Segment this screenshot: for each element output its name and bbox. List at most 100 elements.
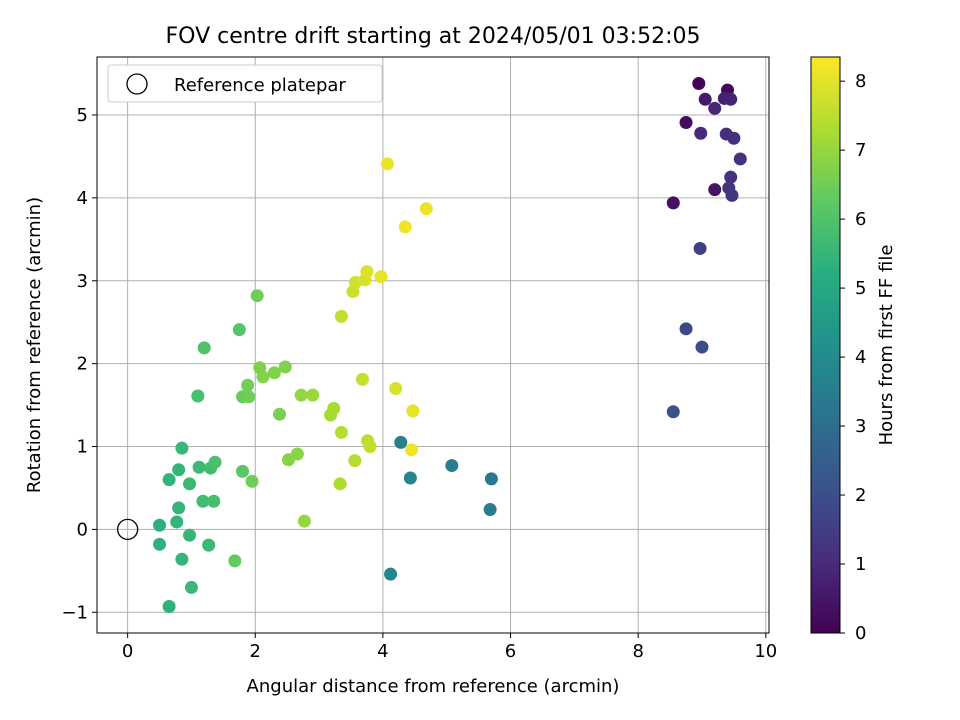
colorbar-tick-label: 4	[855, 347, 866, 368]
scatter-point	[695, 340, 709, 354]
scatter-point	[403, 471, 417, 485]
scatter-point	[374, 270, 388, 284]
scatter-point	[727, 131, 741, 145]
colorbar-tick-label: 6	[855, 209, 866, 230]
scatter-point	[172, 501, 186, 515]
y-tick-label: 3	[77, 271, 88, 292]
legend-label: Reference platepar	[174, 75, 346, 96]
chart-title: FOV centre drift starting at 2024/05/01 …	[166, 24, 701, 49]
scatter-point	[406, 404, 420, 418]
scatter-point	[334, 309, 348, 323]
scatter-point	[170, 515, 184, 529]
y-tick-label: −1	[61, 602, 88, 623]
colorbar-frame	[810, 56, 841, 634]
scatter-point	[698, 92, 712, 106]
scatter-point	[360, 265, 374, 279]
scatter-point	[327, 401, 341, 415]
x-tick-label: 0	[122, 641, 133, 662]
scatter-point	[419, 202, 433, 216]
scatter-point	[183, 477, 197, 491]
y-tick-label: 5	[77, 105, 88, 126]
colorbar-label: Hours from first FF file	[876, 245, 897, 446]
x-axis-ticks: 0 2 4 6 8 10	[122, 633, 777, 662]
scatter-point	[175, 552, 189, 566]
scatter-point	[192, 460, 206, 474]
scatter-point	[273, 407, 287, 421]
scatter-point	[202, 538, 216, 552]
legend: Reference platepar	[107, 64, 383, 103]
x-tick-label: 8	[632, 641, 643, 662]
scatter-point	[294, 388, 308, 402]
scatter-point	[241, 378, 255, 392]
x-tick-label: 4	[377, 641, 388, 662]
scatter-point	[306, 388, 320, 402]
scatter-point	[196, 494, 210, 508]
scatter-point	[394, 435, 408, 449]
scatter-point	[290, 447, 304, 461]
scatter-point	[153, 537, 167, 551]
x-tick-label: 6	[505, 641, 516, 662]
scatter-point	[207, 494, 221, 508]
scatter-point	[267, 366, 281, 380]
x-tick-label: 10	[754, 641, 777, 662]
scatter-point	[445, 459, 459, 473]
scatter-point	[483, 503, 497, 517]
scatter-point	[363, 440, 377, 454]
colorbar-tick-label: 3	[855, 416, 866, 437]
scatter-point	[297, 514, 311, 528]
scatter-point	[191, 389, 205, 403]
x-axis-label: Angular distance from reference (arcmin)	[247, 676, 620, 697]
scatter-point	[666, 196, 680, 210]
grid-lines	[97, 57, 769, 633]
colorbar-tick-label: 7	[855, 140, 866, 161]
scatter-point	[256, 370, 270, 384]
scatter-point	[692, 77, 706, 91]
scatter-point	[724, 170, 738, 184]
scatter-point	[355, 372, 369, 386]
scatter-point	[333, 477, 347, 491]
scatter-point	[162, 473, 176, 487]
scatter-point	[694, 126, 708, 140]
colorbar-tick-label: 8	[855, 71, 866, 92]
scatter-point	[208, 455, 222, 469]
scatter-points	[153, 77, 747, 613]
scatter-point	[724, 92, 738, 106]
colorbar-tick-label: 5	[855, 278, 866, 299]
scatter-point	[708, 183, 722, 197]
scatter-point	[172, 463, 186, 477]
colorbar-gradient	[811, 57, 840, 633]
scatter-point	[153, 518, 167, 532]
scatter-point	[183, 528, 197, 542]
scatter-point	[725, 188, 739, 202]
colorbar-tick-label: 0	[855, 623, 866, 644]
scatter-point	[245, 474, 259, 488]
scatter-point	[184, 580, 198, 594]
x-tick-label: 2	[250, 641, 261, 662]
scatter-point	[405, 443, 419, 457]
legend-box	[107, 64, 383, 103]
colorbar-tick-label: 1	[855, 554, 866, 575]
scatter-point	[384, 567, 398, 581]
scatter-point	[693, 241, 707, 255]
y-axis-ticks: −1 0 1 2 3 4 5	[61, 105, 97, 623]
scatter-point	[236, 464, 250, 478]
scatter-point	[228, 554, 242, 568]
scatter-point	[733, 152, 747, 166]
y-axis-label: Rotation from reference (arcmin)	[24, 197, 45, 493]
scatter-point	[250, 289, 264, 303]
reference-marker	[116, 518, 139, 541]
scatter-point	[197, 341, 211, 355]
scatter-point	[232, 323, 246, 337]
scatter-point	[334, 425, 348, 439]
colorbar: 0 1 2 3 4 5 6 7 8 Hours from first FF file	[810, 56, 897, 644]
y-tick-label: 2	[77, 354, 88, 375]
scatter-point	[679, 322, 693, 336]
scatter-point	[175, 441, 189, 455]
scatter-point	[398, 220, 412, 234]
scatter-point	[348, 454, 362, 468]
colorbar-ticks: 0 1 2 3 4 5 6 7 8	[840, 71, 866, 644]
y-tick-label: 1	[77, 437, 88, 458]
scatter-point	[484, 472, 498, 486]
scatter-point	[679, 115, 693, 129]
y-tick-label: 0	[77, 519, 88, 540]
